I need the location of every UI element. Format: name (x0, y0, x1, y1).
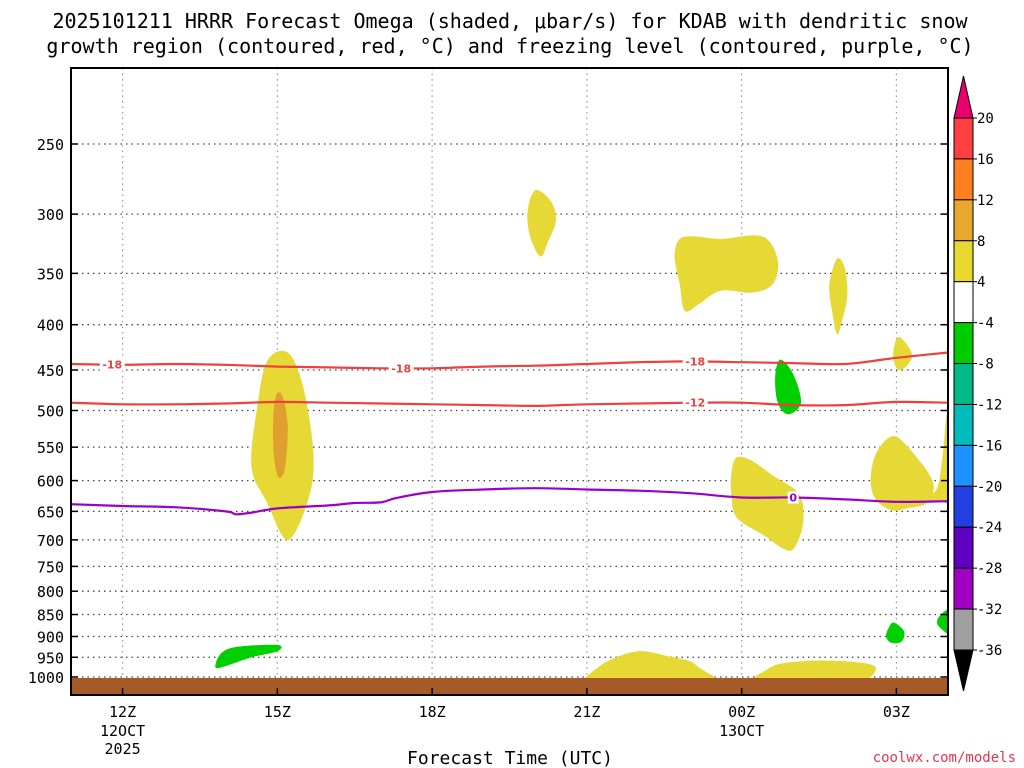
x-tick-date-label: 12OCT (100, 722, 145, 740)
colorbar-label: 8 (977, 234, 985, 250)
y-tick-label: 500 (37, 403, 64, 421)
colorbar-label: 20 (977, 111, 994, 127)
y-tick-label: 650 (37, 503, 64, 521)
colorbar-label: -36 (977, 643, 1002, 659)
pressure-axis: 250 300 350 400 450 500 550 600 650 700 750 800 850 9… (28, 136, 948, 687)
colorbar-label: -8 (977, 357, 994, 373)
colorbar-segment (953, 403, 974, 446)
colorbar-label: -12 (977, 397, 1002, 413)
y-tick-label: 300 (37, 206, 64, 224)
x-tick-label: 03Z (883, 703, 910, 721)
colorbar-segment (953, 567, 974, 610)
credit-text: coolwx.com/models (873, 750, 1016, 766)
positive-omega-area (674, 235, 779, 312)
dgz-minus18-label-bg (388, 362, 414, 375)
x-tick-date-label: 13OCT (719, 722, 764, 740)
y-tick-label: 600 (37, 473, 64, 491)
freezing-level-line (71, 487, 948, 516)
colorbar-label: 4 (977, 275, 985, 291)
positive-omega-area (272, 392, 288, 479)
dgz-minus18-label: -18 (391, 362, 411, 375)
temperature-contours (71, 351, 948, 516)
x-tick-label: 15Z (264, 703, 291, 721)
x-tick-label: 12Z (109, 703, 136, 721)
y-tick-label: 400 (37, 317, 64, 335)
y-tick-label: 350 (37, 265, 64, 283)
y-tick-label: 250 (37, 136, 64, 154)
dgz-minus18-label: -18 (685, 355, 705, 368)
colorbar-label: -20 (977, 479, 1002, 495)
dgz-minus12-label-bg (682, 396, 708, 409)
plot-frame (70, 67, 949, 696)
x-tick-label: 21Z (573, 703, 600, 721)
positive-omega-area (527, 190, 556, 257)
x-axis-title: Forecast Time (UTC) (407, 748, 613, 768)
negative-omega-area (886, 622, 905, 644)
colorbar-segment (953, 485, 974, 528)
freezing-level-label: 0 (789, 492, 797, 505)
y-tick-label: 450 (37, 362, 64, 380)
negative-omega-area (775, 359, 802, 415)
chart-title-line-2: growth region (contoured, red, °C) and f… (46, 34, 973, 58)
omega-colorbar: 20 16 12 8 4 -4 -8 -12 -16 -20 -24 -28 -32 -36 (953, 75, 1002, 692)
colorbar-segment (953, 608, 974, 651)
colorbar-label: -16 (977, 438, 1002, 454)
dgz-minus12-line (71, 400, 948, 408)
negative-omega-area (215, 644, 282, 669)
colorbar-label: 16 (977, 152, 994, 168)
terrain-surface (71, 678, 948, 695)
colorbar-bottom-arrow (953, 649, 974, 692)
grid-lines (71, 68, 948, 695)
dgz-minus18-label: -18 (102, 359, 122, 372)
colorbar-label: -4 (977, 316, 994, 332)
y-tick-label: 850 (37, 607, 64, 625)
colorbar-segment (953, 158, 974, 201)
freezing-level-label-bg (787, 491, 799, 504)
dgz-minus18-line (71, 351, 948, 370)
colorbar-label: -28 (977, 561, 1002, 577)
positive-omega-area (893, 337, 912, 371)
colorbar-label: -24 (977, 520, 1002, 536)
y-tick-label: 900 (37, 628, 64, 646)
y-tick-label: 700 (37, 532, 64, 550)
colorbar-segment (953, 199, 974, 242)
negative-omega-area (937, 609, 948, 635)
x-tick-label: 18Z (419, 703, 446, 721)
colorbar-segment (953, 444, 974, 487)
contour-labels: -18 -18 -18 -12 0 (99, 355, 799, 505)
y-tick-label: 1000 (28, 669, 64, 687)
positive-omega-area (730, 456, 804, 551)
colorbar-segment (953, 526, 974, 569)
y-tick-label: 550 (37, 439, 64, 457)
x-tick-label: 00Z (728, 703, 755, 721)
dgz-minus18-label-bg (682, 355, 708, 368)
omega-shading (215, 190, 948, 692)
colorbar-segment (953, 363, 974, 405)
colorbar-segment (953, 281, 974, 324)
colorbar-top-arrow (953, 75, 974, 119)
colorbar-segment (953, 117, 974, 160)
colorbar-segment (953, 322, 974, 365)
dgz-minus12-label: -12 (685, 397, 705, 410)
dgz-minus18-label-bg (99, 358, 125, 371)
y-tick-label: 750 (37, 558, 64, 576)
y-tick-label: 950 (37, 649, 64, 667)
colorbar-label: -32 (977, 602, 1002, 618)
positive-omega-area (870, 436, 934, 511)
y-tick-label: 800 (37, 583, 64, 601)
chart-title-line-1: 2025101211 HRRR Forecast Omega (shaded, … (52, 9, 968, 33)
colorbar-segment (953, 240, 974, 283)
x-tick-date-label: 2025 (105, 740, 141, 758)
colorbar-label: 12 (977, 193, 994, 209)
positive-omega-area (829, 258, 848, 335)
